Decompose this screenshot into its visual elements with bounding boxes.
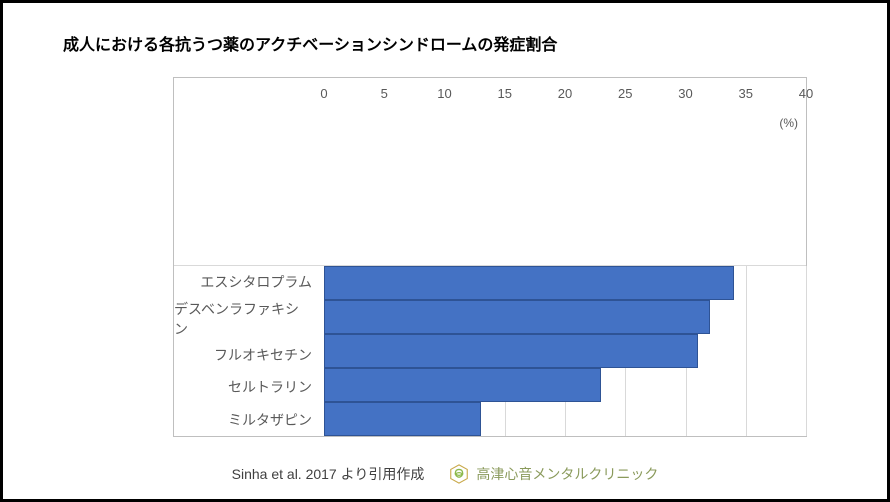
grid-line (806, 266, 807, 436)
category-label: ミルタザピン (174, 404, 324, 437)
category-label: フルオキセチン (174, 339, 324, 372)
chart-title: 成人における各抗うつ薬のアクチベーションシンドロームの発症割合 (63, 31, 847, 55)
slide-frame: 成人における各抗うつ薬のアクチベーションシンドロームの発症割合 0 5 10 15 20… (0, 0, 890, 502)
x-tick-label: 30 (678, 86, 692, 101)
clinic-credit: 高津心音メンタルクリニック (448, 463, 658, 485)
bar-slot (324, 300, 806, 334)
bar (324, 402, 481, 436)
x-tick-label: 10 (437, 86, 451, 101)
unit-label: (%) (779, 116, 798, 130)
clinic-name: 高津心音メンタルクリニック (476, 464, 658, 484)
axis-tick-area: 0510152025303540 (324, 78, 806, 265)
chart: 0510152025303540 (%) エスシタロプラムデスベンラファキシンフ… (173, 77, 807, 437)
bar-slot (324, 402, 806, 436)
footer: Sinha et al. 2017 より引用作成 高津心音メンタルクリニック (3, 463, 887, 485)
x-tick-label: 15 (498, 86, 512, 101)
x-tick-label: 0 (320, 86, 327, 101)
plot-area: エスシタロプラムデスベンラファキシンフルオキセチンセルトラリンミルタザピン (174, 266, 806, 436)
x-tick-label: 20 (558, 86, 572, 101)
x-axis: 0510152025303540 (174, 78, 806, 266)
x-tick-label: 40 (799, 86, 813, 101)
chart-container: 0510152025303540 (%) エスシタロプラムデスベンラファキシンフ… (173, 77, 807, 437)
bar (324, 266, 734, 300)
bar-slot (324, 266, 806, 300)
x-tick-label: 35 (739, 86, 753, 101)
bar-slot (324, 368, 806, 402)
bar-slot (324, 334, 806, 368)
x-tick-label: 5 (381, 86, 388, 101)
category-label: エスシタロプラム (174, 266, 324, 299)
category-label: デスベンラファキシン (174, 299, 324, 339)
bar (324, 300, 710, 334)
bars-column (324, 266, 806, 436)
axis-spacer (174, 78, 324, 265)
category-label: セルトラリン (174, 371, 324, 404)
x-tick-label: 25 (618, 86, 632, 101)
category-labels: エスシタロプラムデスベンラファキシンフルオキセチンセルトラリンミルタザピン (174, 266, 324, 436)
clinic-logo-icon (448, 463, 470, 485)
citation-text: Sinha et al. 2017 より引用作成 (232, 464, 425, 484)
bar (324, 368, 601, 402)
bar (324, 334, 698, 368)
